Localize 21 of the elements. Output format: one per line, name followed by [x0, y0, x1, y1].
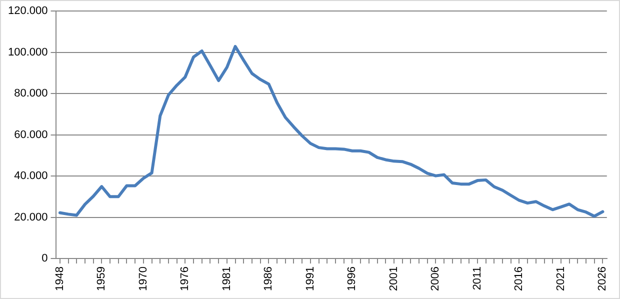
x-tick-label: 1959	[96, 266, 108, 292]
x-tick-label: 2021	[554, 266, 567, 292]
x-tick-label: 2026	[596, 266, 609, 292]
x-tick-label: 1970	[137, 266, 150, 292]
x-tick-label: 2006	[430, 266, 442, 292]
y-tick-label: 0	[42, 252, 48, 265]
y-tick-label: 80.000	[14, 88, 48, 100]
x-tick-label: 1976	[179, 266, 192, 292]
x-tick-label: 2001	[388, 266, 400, 292]
y-tick-label: 100.000	[8, 46, 48, 58]
x-tick-label: 1948	[54, 266, 66, 292]
y-tick-label: 40.000	[14, 170, 48, 182]
x-tick-label: 1991	[304, 266, 316, 292]
y-tick-label: 60.000	[14, 128, 48, 141]
x-tick-label: 2016	[513, 266, 526, 292]
x-tick-label: 2011	[471, 266, 484, 290]
y-tick-label: 120.000	[8, 5, 48, 18]
x-tick-label: 1996	[346, 266, 358, 292]
x-tick-label: 1986	[262, 266, 275, 292]
x-tick-label: 1981	[220, 266, 233, 292]
y-tick-label: 20.000	[14, 211, 48, 224]
